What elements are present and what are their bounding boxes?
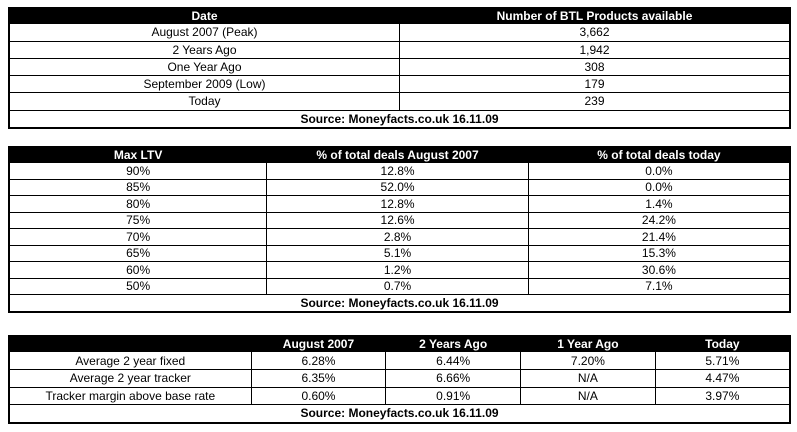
header-cell-date: Date (8, 7, 400, 25)
table-row: September 2009 (Low) 179 (8, 75, 791, 94)
table-row: One Year Ago 308 (8, 57, 791, 77)
data-cell: 0.60% (250, 386, 387, 406)
source-row: Source: Moneyfacts.co.uk 16.11.09 (8, 404, 791, 424)
header-row: August 2007 2 Years Ago 1 Year Ago Today (8, 335, 791, 353)
average-rates-table: August 2007 2 Years Ago 1 Year Ago Today… (8, 335, 791, 424)
table-row: 90% 12.8% 0.0% (8, 162, 791, 180)
data-cell: N/A (520, 369, 656, 388)
data-cell: September 2009 (Low) (8, 75, 400, 94)
data-cell: 60% (8, 261, 268, 279)
data-cell: 6.28% (250, 351, 387, 371)
table-row: Tracker margin above base rate 0.60% 0.9… (8, 386, 791, 406)
row-label-cell: Average 2 year tracker (8, 369, 252, 388)
header-cell-deals-today: % of total deals today (527, 146, 791, 164)
table-row: 50% 0.7% 7.1% (8, 277, 791, 296)
row-label-cell: Average 2 year fixed (8, 351, 252, 371)
data-cell: 6.66% (385, 369, 522, 388)
row-label-cell: Tracker margin above base rate (8, 386, 252, 406)
data-cell: 75% (8, 211, 268, 230)
data-cell: 4.47% (654, 369, 791, 388)
header-cell-2-years-ago: 2 Years Ago (385, 335, 522, 353)
data-cell: 65% (8, 244, 268, 263)
source-cell: Source: Moneyfacts.co.uk 16.11.09 (8, 404, 791, 424)
data-cell: 2 Years Ago (8, 40, 400, 59)
data-cell: 21.4% (527, 228, 791, 246)
btl-products-table: Date Number of BTL Products available Au… (8, 7, 791, 129)
data-cell: 24.2% (527, 211, 791, 230)
table-row: August 2007 (Peak) 3,662 (8, 23, 791, 42)
table-row: 60% 1.2% 30.6% (8, 261, 791, 279)
data-cell: 3.97% (654, 386, 791, 406)
data-cell: 12.6% (266, 211, 529, 230)
data-cell: 2.8% (266, 228, 529, 246)
data-cell: 30.6% (527, 261, 791, 279)
header-cell-blank (8, 335, 252, 353)
data-cell: 15.3% (527, 244, 791, 263)
data-cell: 52.0% (266, 178, 529, 197)
data-cell: 7.1% (527, 277, 791, 296)
data-cell: Today (8, 92, 400, 111)
source-cell: Source: Moneyfacts.co.uk 16.11.09 (8, 109, 791, 129)
table-row: Average 2 year fixed 6.28% 6.44% 7.20% 5… (8, 351, 791, 371)
table-row: 2 Years Ago 1,942 (8, 40, 791, 59)
data-cell: August 2007 (Peak) (8, 23, 400, 42)
header-row: Date Number of BTL Products available (8, 7, 791, 25)
header-cell-1-year-ago: 1 Year Ago (520, 335, 656, 353)
data-cell: 50% (8, 277, 268, 296)
table-row: 85% 52.0% 0.0% (8, 178, 791, 197)
data-cell: 179 (399, 75, 791, 94)
data-cell: 5.71% (654, 351, 791, 371)
data-cell: 12.8% (266, 162, 529, 180)
header-cell-products-available: Number of BTL Products available (399, 7, 791, 25)
table-row: Average 2 year tracker 6.35% 6.66% N/A 4… (8, 369, 791, 388)
data-cell: 1,942 (399, 40, 791, 59)
data-cell: 0.0% (527, 178, 791, 197)
header-cell-max-ltv: Max LTV (8, 146, 268, 164)
header-cell-today: Today (654, 335, 791, 353)
data-cell: 5.1% (266, 244, 529, 263)
data-cell: 70% (8, 228, 268, 246)
data-cell: 7.20% (520, 351, 656, 371)
data-cell: 3,662 (399, 23, 791, 42)
source-row: Source: Moneyfacts.co.uk 16.11.09 (8, 294, 791, 313)
data-cell: 1.4% (527, 195, 791, 213)
data-cell: 80% (8, 195, 268, 213)
table-row: Today 239 (8, 92, 791, 111)
data-cell: 85% (8, 178, 268, 197)
data-cell: 0.91% (385, 386, 522, 406)
header-cell-august-2007: August 2007 (250, 335, 387, 353)
data-cell: N/A (520, 386, 656, 406)
data-cell: 6.44% (385, 351, 522, 371)
data-cell: 239 (399, 92, 791, 111)
header-row: Max LTV % of total deals August 2007 % o… (8, 146, 791, 164)
data-cell: 90% (8, 162, 268, 180)
data-cell: 6.35% (250, 369, 387, 388)
data-cell: 1.2% (266, 261, 529, 279)
data-cell: 0.7% (266, 277, 529, 296)
data-cell: 0.0% (527, 162, 791, 180)
table-row: 65% 5.1% 15.3% (8, 244, 791, 263)
header-cell-deals-aug-2007: % of total deals August 2007 (266, 146, 529, 164)
table-row: 75% 12.6% 24.2% (8, 211, 791, 230)
source-row: Source: Moneyfacts.co.uk 16.11.09 (8, 109, 791, 129)
data-cell: 12.8% (266, 195, 529, 213)
table-row: 80% 12.8% 1.4% (8, 195, 791, 213)
source-cell: Source: Moneyfacts.co.uk 16.11.09 (8, 294, 791, 313)
data-cell: 308 (399, 57, 791, 77)
data-cell: One Year Ago (8, 57, 400, 77)
table-row: 70% 2.8% 21.4% (8, 228, 791, 246)
max-ltv-table: Max LTV % of total deals August 2007 % o… (8, 146, 791, 313)
